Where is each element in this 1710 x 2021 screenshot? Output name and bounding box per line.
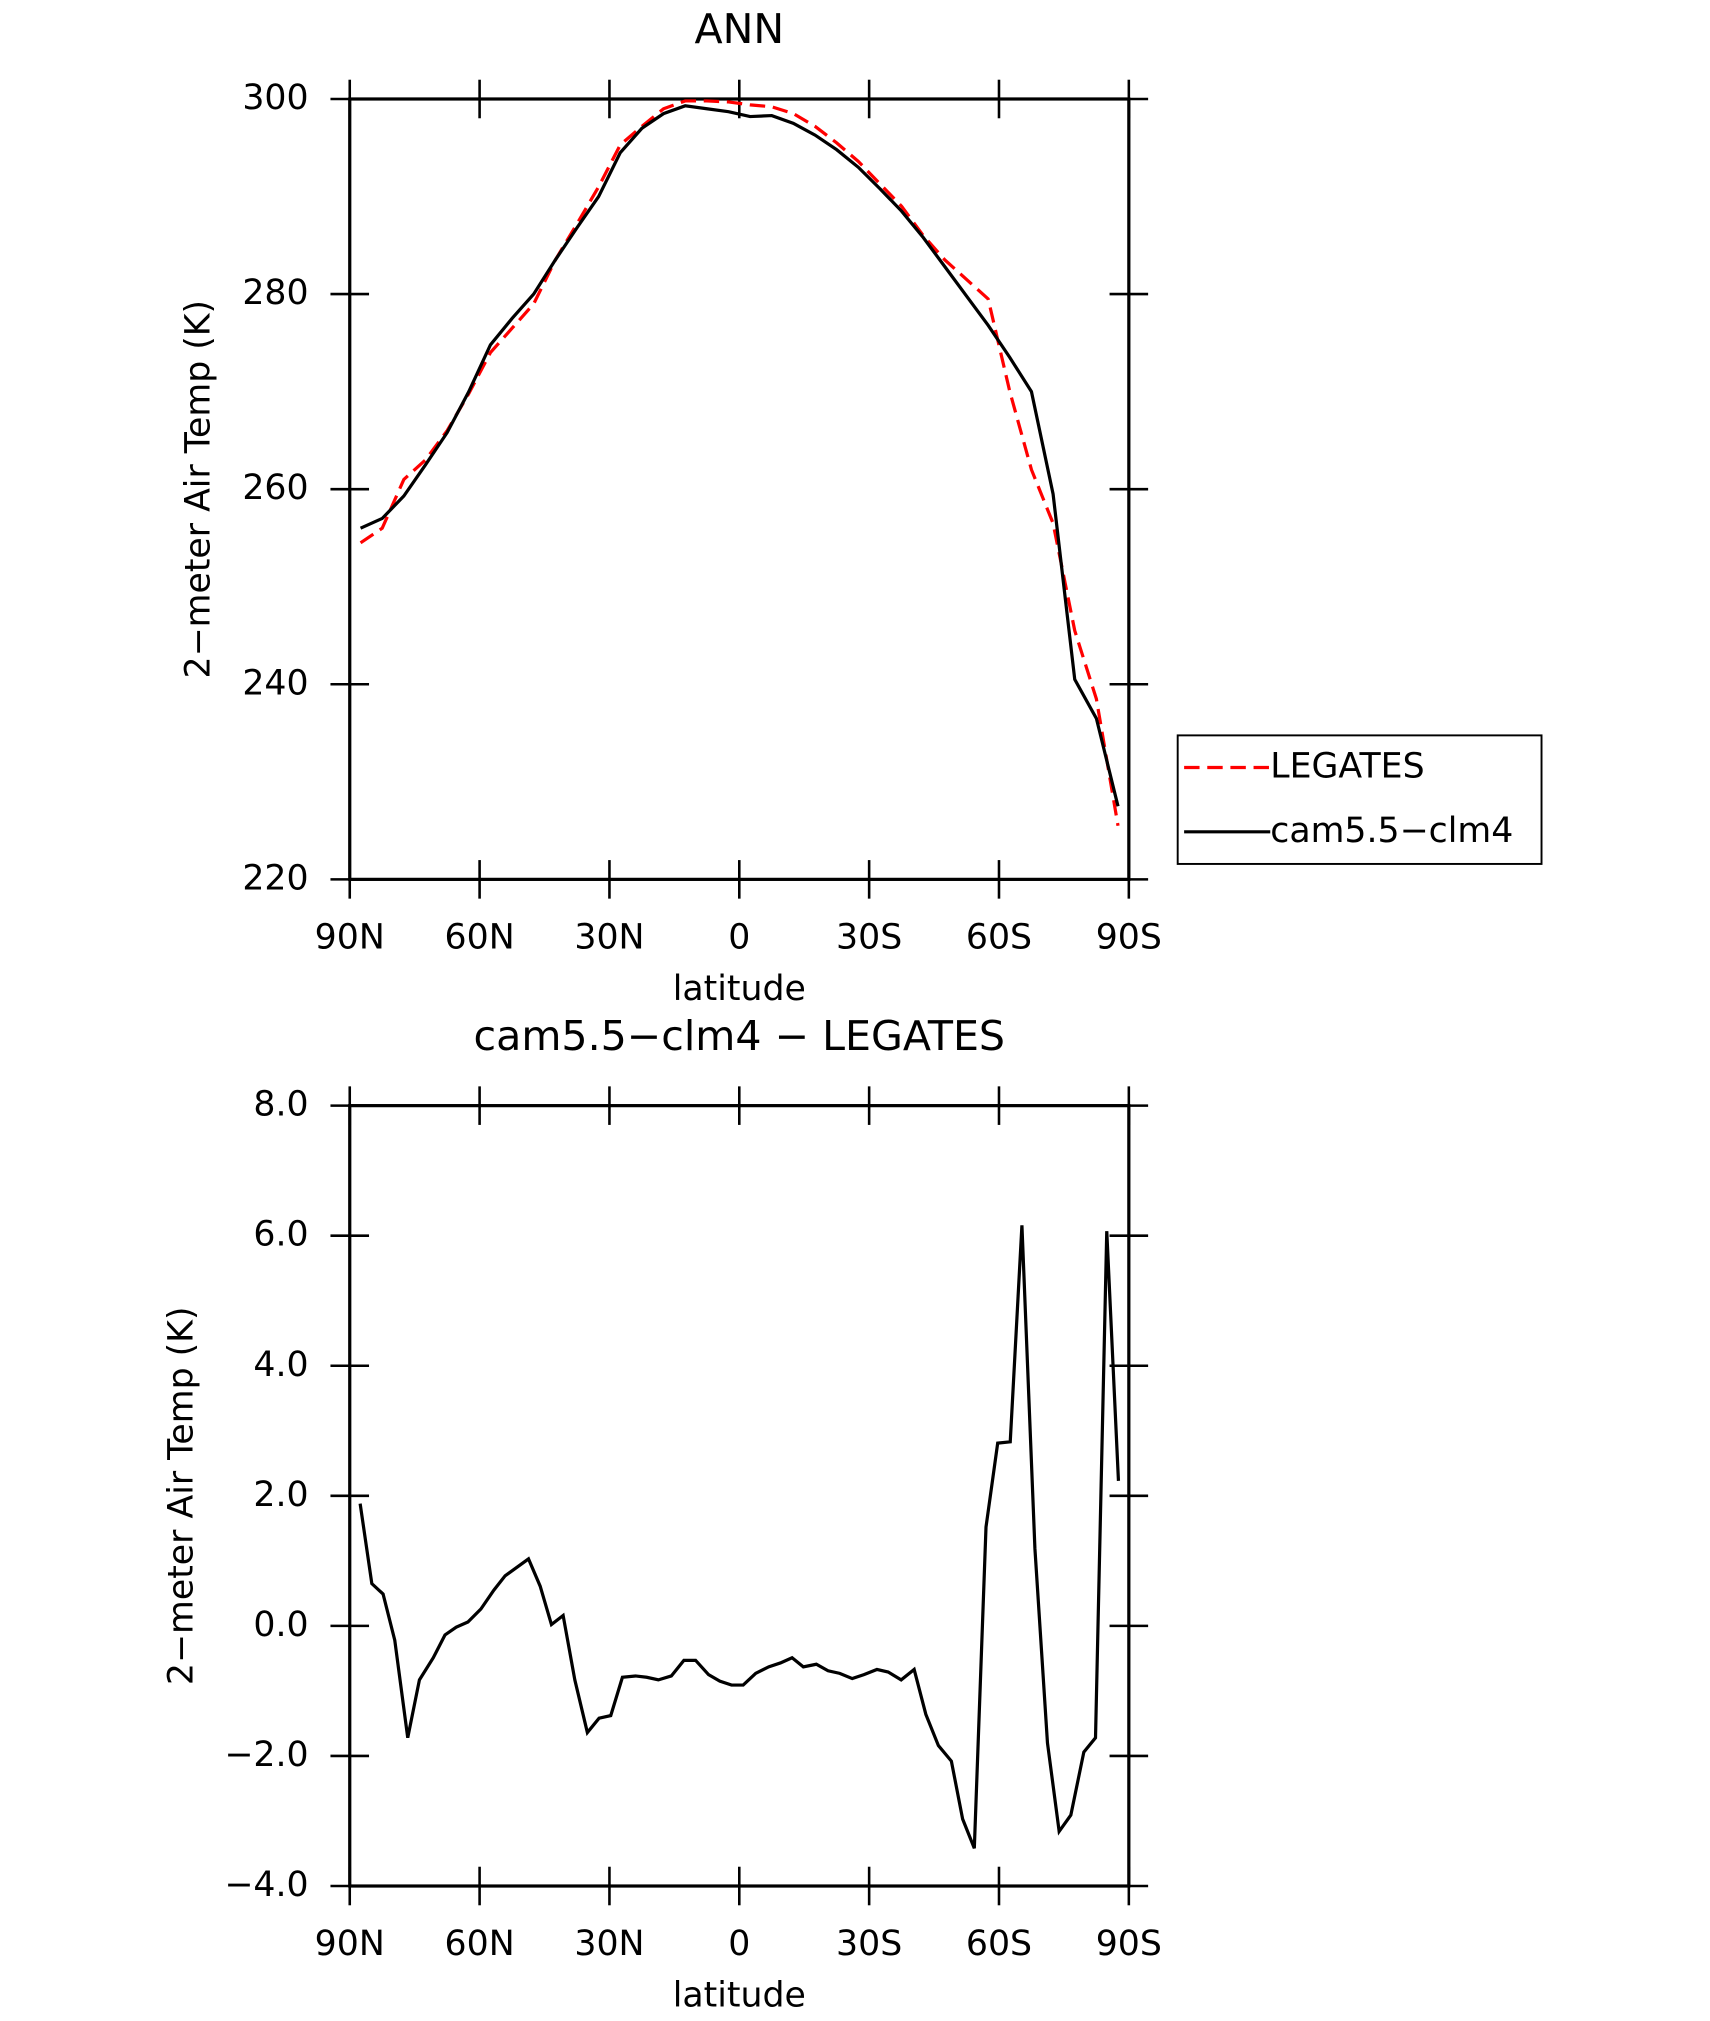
x-tick-label: 90N [315, 918, 385, 958]
y-tick-label: 6.0 [253, 1215, 308, 1255]
y-tick-label: 280 [242, 273, 308, 313]
y-tick-label: 4.0 [253, 1345, 308, 1385]
legend-label: cam5.5−clm4 [1270, 811, 1513, 851]
y-tick-label: 0.0 [253, 1605, 308, 1645]
y-tick-label: 220 [242, 858, 308, 898]
y-tick-label: −4.0 [224, 1865, 308, 1905]
chart-title: cam5.5−clm4 − LEGATES [474, 1012, 1006, 1060]
x-axis-label: latitude [673, 969, 806, 1009]
y-axis-label: 2−meter Air Temp (K) [178, 300, 218, 679]
x-tick-label: 60N [445, 918, 515, 958]
x-tick-label: 60N [445, 1924, 515, 1964]
data-line [359, 104, 1120, 807]
plot-frame [348, 1104, 1131, 1888]
y-tick-label: 260 [242, 468, 308, 508]
chart-title: ANN [694, 5, 784, 53]
plot-frame [348, 97, 1131, 881]
x-tick-label: 90N [315, 1924, 385, 1964]
y-axis-label: 2−meter Air Temp (K) [162, 1307, 202, 1686]
x-tick-label: 30S [836, 918, 902, 958]
x-tick-label: 0 [728, 1924, 750, 1964]
x-tick-label: 90S [1096, 1924, 1162, 1964]
legend-box [1176, 734, 1543, 865]
x-tick-label: 30N [574, 918, 644, 958]
x-tick-label: 0 [728, 918, 750, 958]
x-tick-label: 30S [836, 1924, 902, 1964]
legend-label: LEGATES [1270, 747, 1424, 787]
y-tick-label: 300 [242, 78, 308, 118]
y-tick-label: 8.0 [253, 1085, 308, 1125]
y-tick-label: −2.0 [224, 1735, 308, 1775]
x-axis-label: latitude [673, 1976, 806, 2016]
data-line [358, 1225, 1121, 1849]
y-tick-label: 240 [242, 663, 308, 703]
x-tick-label: 30N [574, 1924, 644, 1964]
y-tick-label: 2.0 [253, 1475, 308, 1515]
x-tick-label: 60S [966, 1924, 1032, 1964]
x-tick-label: 90S [1096, 918, 1162, 958]
x-tick-label: 60S [966, 918, 1032, 958]
data-line [359, 99, 1120, 826]
